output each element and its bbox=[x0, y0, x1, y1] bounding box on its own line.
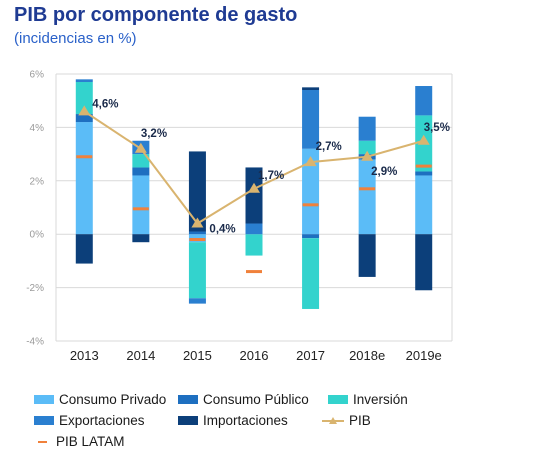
bar-consumo-publico bbox=[132, 167, 150, 176]
y-tick-label: 2% bbox=[30, 176, 45, 187]
pib-data-label: 1,7% bbox=[258, 170, 284, 182]
bar-inversion bbox=[75, 82, 93, 115]
legend-label: PIB bbox=[349, 413, 371, 428]
bar-consumo-publico bbox=[75, 114, 93, 123]
bar-importaciones bbox=[302, 87, 320, 91]
legend-item-pib-latam: PIB LATAM bbox=[34, 434, 125, 449]
bar-exportaciones bbox=[358, 116, 376, 141]
pib-marker bbox=[248, 182, 260, 193]
legend-item-importaciones: Importaciones bbox=[178, 413, 288, 428]
legend-swatch bbox=[178, 395, 198, 404]
x-tick-label: 2013 bbox=[70, 348, 99, 363]
pib-marker bbox=[191, 217, 204, 228]
bar-importaciones bbox=[75, 234, 93, 264]
pib-latam-mark bbox=[189, 238, 206, 242]
legend-label: Consumo Público bbox=[203, 392, 309, 407]
pib-marker bbox=[78, 105, 91, 116]
x-tick-label: 2019e bbox=[406, 348, 442, 363]
y-tick-label: -4% bbox=[26, 337, 44, 348]
legend-label: Inversión bbox=[353, 392, 408, 407]
legend-label: Importaciones bbox=[203, 413, 288, 428]
legend-swatch bbox=[34, 416, 54, 425]
legend-swatch bbox=[34, 395, 54, 404]
bar-importaciones bbox=[188, 151, 206, 232]
pib-latam-mark bbox=[76, 155, 93, 159]
x-tick-label: 2018e bbox=[349, 348, 385, 363]
pib-marker bbox=[417, 134, 430, 145]
bar-exportaciones bbox=[302, 90, 320, 149]
pib-latam-mark bbox=[246, 270, 262, 274]
bars bbox=[75, 79, 433, 309]
legend-item-pib: PIB bbox=[322, 413, 371, 428]
pib-data-label: 3,2% bbox=[141, 128, 167, 140]
bar-consumo-privado bbox=[415, 175, 433, 235]
pib-data-label: 2,9% bbox=[371, 166, 397, 178]
bar-exportaciones bbox=[245, 223, 263, 235]
y-tick-label: 6% bbox=[30, 70, 45, 81]
pib-latam-mark bbox=[132, 207, 149, 211]
pib-latam-marks bbox=[76, 155, 432, 274]
legend-label: Consumo Privado bbox=[59, 392, 167, 407]
bar-importaciones bbox=[245, 167, 263, 224]
bar-consumo-publico bbox=[415, 171, 433, 176]
legend-swatch bbox=[178, 416, 198, 425]
bar-consumo-privado bbox=[75, 122, 93, 235]
bar-inversion bbox=[245, 234, 263, 256]
bar-consumo-publico bbox=[302, 234, 320, 239]
bar-importaciones bbox=[132, 234, 150, 243]
bar-inversion bbox=[132, 154, 150, 168]
pib-labels: 4,6% 3,2% 0,4% 1,7% 2,7% 2,9% 3,5% bbox=[92, 98, 450, 235]
legend-item-consumo-privado: Consumo Privado bbox=[34, 392, 166, 407]
bar-consumo-privado bbox=[132, 175, 150, 235]
y-tick-label: 0% bbox=[30, 230, 45, 241]
bar-exportaciones bbox=[415, 86, 433, 116]
legend-swatch-pib bbox=[322, 416, 344, 424]
legend-item-consumo-publico: Consumo Público bbox=[178, 392, 309, 407]
x-tick-label: 2016 bbox=[240, 348, 269, 363]
bar-inversion bbox=[302, 238, 320, 309]
pib-latam-mark bbox=[302, 203, 319, 207]
pib-line bbox=[78, 105, 430, 228]
bar-exportaciones bbox=[188, 298, 206, 304]
pib-data-label: 4,6% bbox=[92, 98, 118, 110]
grid bbox=[55, 73, 453, 342]
pib-marker bbox=[361, 150, 374, 161]
legend-item-inversion: Inversión bbox=[328, 392, 408, 407]
y-tick-label: -2% bbox=[26, 283, 44, 294]
legend-swatch-pib-latam bbox=[38, 440, 47, 443]
bar-exportaciones bbox=[75, 79, 93, 83]
pib-data-label: 2,7% bbox=[316, 141, 342, 153]
bar-inversion bbox=[358, 140, 376, 155]
legend-label: Exportaciones bbox=[59, 413, 145, 428]
pib-marker bbox=[304, 156, 317, 167]
x-tick-label: 2015 bbox=[183, 348, 212, 363]
bar-consumo-privado bbox=[302, 148, 320, 235]
y-tick-label: 4% bbox=[30, 123, 45, 134]
pib-latam-mark bbox=[415, 164, 432, 168]
pib-latam-mark bbox=[359, 187, 376, 191]
axes: -4% -2% 0% 2% 4% 6% 2013 2014 2015 2016 2017 2018e 2… bbox=[26, 70, 442, 364]
bar-importaciones bbox=[358, 234, 376, 277]
x-tick-label: 2017 bbox=[296, 348, 325, 363]
bar-inversion bbox=[188, 242, 206, 299]
bar-importaciones bbox=[415, 234, 433, 291]
legend-swatch bbox=[328, 395, 348, 404]
bar-consumo-privado bbox=[358, 159, 376, 235]
legend-item-exportaciones: Exportaciones bbox=[34, 413, 145, 428]
x-tick-label: 2014 bbox=[126, 348, 155, 363]
pib-data-label: 0,4% bbox=[209, 224, 235, 236]
chart-title: PIB por componente de gasto bbox=[14, 4, 298, 26]
legend-label: PIB LATAM bbox=[56, 434, 125, 449]
pib-marker bbox=[134, 142, 147, 153]
pib-data-label: 3,5% bbox=[424, 122, 450, 134]
bar-consumo-publico bbox=[188, 231, 206, 235]
chart-subtitle: (incidencias en %) bbox=[14, 30, 137, 47]
